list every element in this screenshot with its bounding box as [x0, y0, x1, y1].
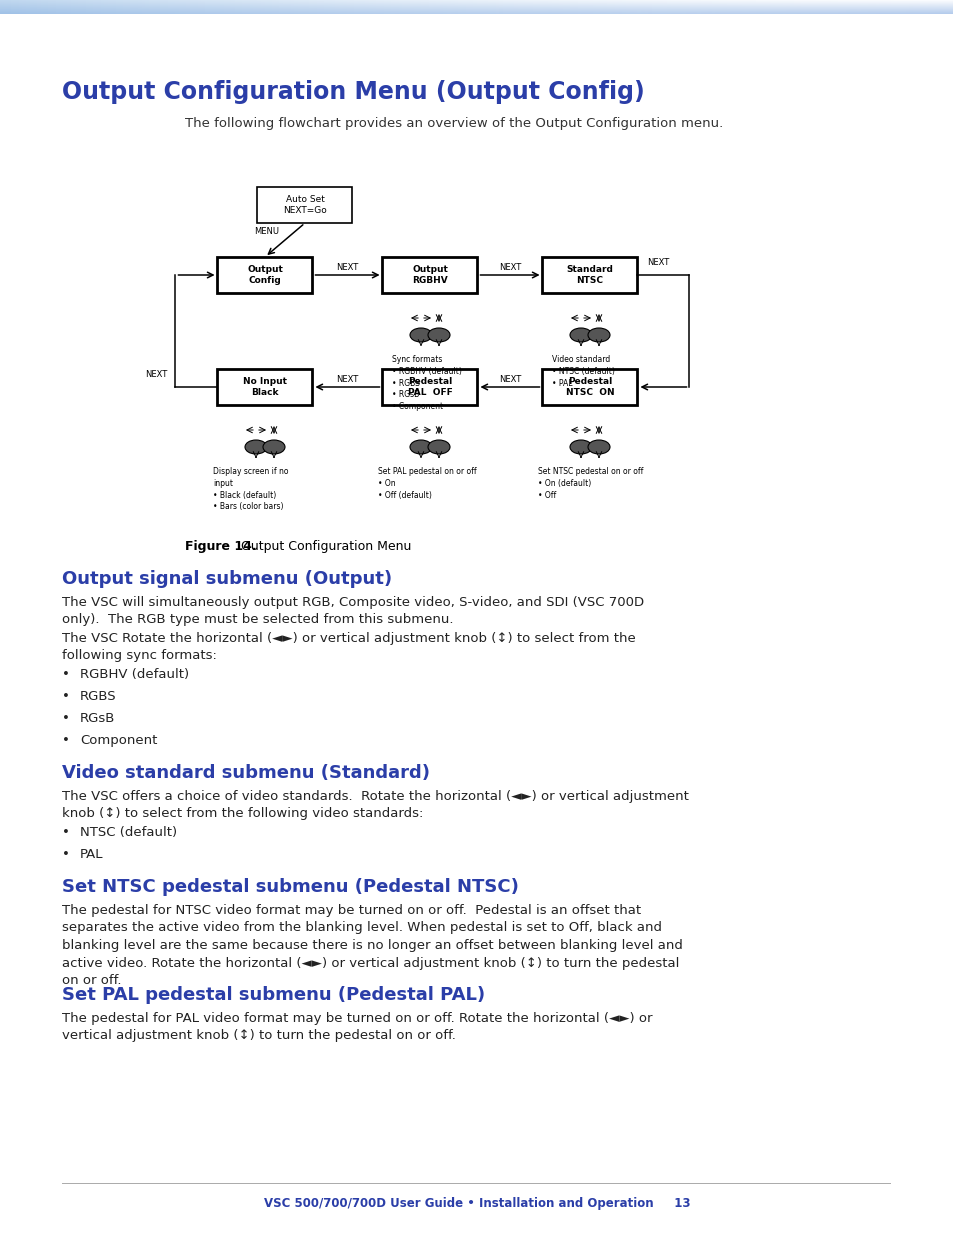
Text: Output signal submenu (Output): Output signal submenu (Output)	[62, 571, 392, 588]
Text: Pedestal
NTSC  ON: Pedestal NTSC ON	[565, 378, 614, 396]
Text: The VSC Rotate the horizontal (◄►) or vertical adjustment knob (↕) to select fro: The VSC Rotate the horizontal (◄►) or ve…	[62, 632, 635, 662]
Text: Display screen if no
input
• Black (default)
• Bars (color bars): Display screen if no input • Black (defa…	[213, 467, 288, 511]
FancyBboxPatch shape	[382, 369, 477, 405]
Text: •: •	[62, 713, 70, 725]
Text: Set NTSC pedestal on or off
• On (default)
• Off: Set NTSC pedestal on or off • On (defaul…	[537, 467, 642, 500]
Text: Output Configuration Menu: Output Configuration Menu	[236, 540, 411, 553]
Text: The pedestal for NTSC video format may be turned on or off.  Pedestal is an offs: The pedestal for NTSC video format may b…	[62, 904, 682, 987]
FancyBboxPatch shape	[542, 257, 637, 293]
Text: Output
Config: Output Config	[247, 266, 283, 285]
Text: NEXT: NEXT	[498, 263, 520, 273]
Text: Video standard submenu (Standard): Video standard submenu (Standard)	[62, 764, 430, 782]
Text: NEXT: NEXT	[145, 370, 168, 379]
Ellipse shape	[587, 440, 609, 454]
Text: NEXT: NEXT	[336, 375, 358, 384]
Text: Pedestal
PAL  OFF: Pedestal PAL OFF	[407, 378, 452, 396]
Text: Output
RGBHV: Output RGBHV	[412, 266, 448, 285]
Text: RGBHV (default): RGBHV (default)	[80, 668, 189, 680]
Text: Figure 14.: Figure 14.	[185, 540, 256, 553]
Text: Set NTSC pedestal submenu (Pedestal NTSC): Set NTSC pedestal submenu (Pedestal NTSC…	[62, 878, 518, 897]
Text: No Input
Black: No Input Black	[243, 378, 287, 396]
Text: MENU: MENU	[254, 227, 279, 236]
Ellipse shape	[263, 440, 285, 454]
Text: RGsB: RGsB	[80, 713, 115, 725]
Ellipse shape	[245, 440, 267, 454]
Ellipse shape	[428, 329, 450, 342]
Text: NEXT: NEXT	[498, 375, 520, 384]
FancyBboxPatch shape	[382, 257, 477, 293]
Ellipse shape	[410, 440, 432, 454]
Text: NEXT: NEXT	[336, 263, 358, 273]
Text: VSC 500/700/700D User Guide • Installation and Operation     13: VSC 500/700/700D User Guide • Installati…	[263, 1197, 690, 1210]
Ellipse shape	[428, 440, 450, 454]
Text: The VSC will simultaneously output RGB, Composite video, S-video, and SDI (VSC 7: The VSC will simultaneously output RGB, …	[62, 597, 643, 626]
Ellipse shape	[569, 329, 592, 342]
Text: The pedestal for PAL video format may be turned on or off. Rotate the horizontal: The pedestal for PAL video format may be…	[62, 1011, 652, 1042]
Text: Standard
NTSC: Standard NTSC	[566, 266, 613, 285]
Text: Sync formats
• RGBHV (default)
• RGBS
• RGsB
• Component: Sync formats • RGBHV (default) • RGBS • …	[392, 354, 461, 411]
FancyBboxPatch shape	[542, 369, 637, 405]
Text: PAL: PAL	[80, 848, 103, 861]
Text: •: •	[62, 690, 70, 703]
Text: •: •	[62, 734, 70, 747]
Text: Auto Set
NEXT=Go: Auto Set NEXT=Go	[283, 195, 327, 215]
Text: Video standard
• NTSC (default)
• PAL: Video standard • NTSC (default) • PAL	[552, 354, 615, 388]
Text: The following flowchart provides an overview of the Output Configuration menu.: The following flowchart provides an over…	[185, 117, 722, 130]
Text: Output Configuration Menu (Output Config): Output Configuration Menu (Output Config…	[62, 80, 644, 104]
Ellipse shape	[569, 440, 592, 454]
Text: RGBS: RGBS	[80, 690, 116, 703]
Text: The VSC offers a choice of video standards.  Rotate the horizontal (◄►) or verti: The VSC offers a choice of video standar…	[62, 790, 688, 820]
FancyBboxPatch shape	[217, 369, 313, 405]
FancyBboxPatch shape	[257, 186, 352, 224]
Text: •: •	[62, 826, 70, 839]
Text: NEXT: NEXT	[647, 258, 669, 267]
Text: NTSC (default): NTSC (default)	[80, 826, 177, 839]
Text: •: •	[62, 848, 70, 861]
Text: •: •	[62, 668, 70, 680]
Text: Set PAL pedestal submenu (Pedestal PAL): Set PAL pedestal submenu (Pedestal PAL)	[62, 986, 485, 1004]
Text: Set PAL pedestal on or off
• On
• Off (default): Set PAL pedestal on or off • On • Off (d…	[377, 467, 476, 500]
FancyBboxPatch shape	[217, 257, 313, 293]
Text: Component: Component	[80, 734, 157, 747]
Ellipse shape	[587, 329, 609, 342]
Ellipse shape	[410, 329, 432, 342]
